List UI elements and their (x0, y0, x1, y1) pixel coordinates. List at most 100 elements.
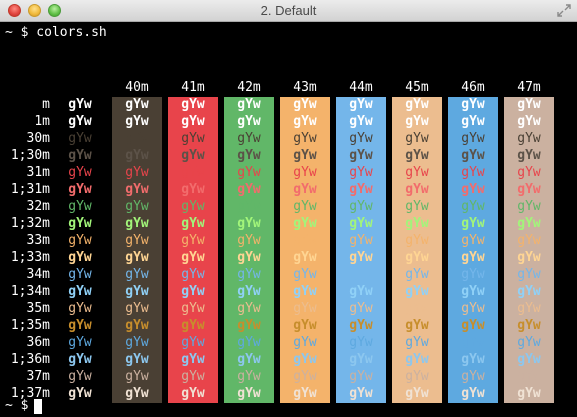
color-cell: gYw (125, 369, 149, 384)
row-sample: gYw (68, 335, 92, 350)
color-cell: gYw (349, 386, 373, 401)
color-cell: gYw (181, 386, 205, 401)
color-cell: gYw (293, 352, 317, 367)
color-cell: gYw (181, 233, 205, 248)
row-label: 31m (26, 165, 50, 180)
color-cell: gYw (349, 233, 373, 248)
color-cell: gYw (181, 114, 205, 129)
color-cell: gYw (293, 318, 317, 333)
color-cell: gYw (349, 267, 373, 282)
column-header: 40m (125, 80, 149, 95)
color-cell: gYw (405, 216, 429, 231)
color-cell: gYw (517, 131, 541, 146)
row-sample: gYw (68, 182, 92, 197)
color-cell: gYw (405, 233, 429, 248)
color-cell: gYw (181, 131, 205, 146)
color-cell: gYw (237, 318, 261, 333)
color-cell: gYw (349, 250, 373, 265)
color-cell: gYw (405, 301, 429, 316)
color-cell: gYw (293, 250, 317, 265)
color-cell: gYw (517, 369, 541, 384)
row-label: 1;36m (10, 352, 50, 367)
row-label: 1;35m (10, 318, 50, 333)
color-cell: gYw (293, 267, 317, 282)
row-label: 30m (26, 131, 50, 146)
color-cell: gYw (461, 267, 485, 282)
color-cell: gYw (461, 369, 485, 384)
color-cell: gYw (349, 131, 373, 146)
color-cell: gYw (125, 250, 149, 265)
bg-column-46m (448, 97, 498, 403)
color-cell: gYw (125, 114, 149, 129)
row-sample: gYw (68, 114, 92, 129)
bg-column-40m (112, 97, 162, 403)
color-cell: gYw (125, 97, 149, 112)
color-cell: gYw (517, 182, 541, 197)
color-cell: gYw (517, 318, 541, 333)
color-cell: gYw (237, 267, 261, 282)
color-cell: gYw (293, 148, 317, 163)
color-cell: gYw (349, 352, 373, 367)
color-cell: gYw (405, 250, 429, 265)
row-label: 37m (26, 369, 50, 384)
color-cell: gYw (237, 199, 261, 214)
window-title: 2. Default (260, 3, 317, 18)
color-cell: gYw (237, 165, 261, 180)
color-cell: gYw (517, 267, 541, 282)
color-cell: gYw (125, 233, 149, 248)
row-sample: gYw (68, 233, 92, 248)
column-header: 44m (349, 80, 373, 95)
color-cell: gYw (125, 165, 149, 180)
column-header: 45m (405, 80, 429, 95)
bg-column-42m (224, 97, 274, 403)
color-cell: gYw (237, 97, 261, 112)
color-cell: gYw (237, 233, 261, 248)
color-cell: gYw (181, 97, 205, 112)
color-cell: gYw (461, 131, 485, 146)
color-cell: gYw (237, 250, 261, 265)
color-cell: gYw (405, 182, 429, 197)
row-sample: gYw (68, 301, 92, 316)
color-cell: gYw (517, 250, 541, 265)
color-cell: gYw (517, 301, 541, 316)
color-cell: gYw (405, 335, 429, 350)
color-cell: gYw (405, 114, 429, 129)
column-header: 42m (237, 80, 261, 95)
row-sample: gYw (68, 352, 92, 367)
color-cell: gYw (293, 114, 317, 129)
fullscreen-icon[interactable] (557, 4, 571, 17)
color-cell: gYw (517, 284, 541, 299)
column-header: 43m (293, 80, 317, 95)
color-cell: gYw (181, 267, 205, 282)
color-cell: gYw (181, 284, 205, 299)
color-cell: gYw (237, 131, 261, 146)
color-cell: gYw (405, 199, 429, 214)
color-cell: gYw (237, 148, 261, 163)
color-cell: gYw (237, 114, 261, 129)
color-cell: gYw (461, 165, 485, 180)
minimize-button[interactable] (28, 4, 41, 17)
color-cell: gYw (461, 318, 485, 333)
color-cell: gYw (293, 233, 317, 248)
column-header: 47m (517, 80, 541, 95)
text-cursor (34, 399, 42, 414)
color-cell: gYw (349, 335, 373, 350)
color-cell: gYw (349, 165, 373, 180)
close-button[interactable] (8, 4, 21, 17)
zoom-button[interactable] (48, 4, 61, 17)
color-cell: gYw (461, 148, 485, 163)
title-bar: 2. Default (0, 0, 577, 22)
color-cell: gYw (181, 250, 205, 265)
color-cell: gYw (293, 182, 317, 197)
color-cell: gYw (517, 114, 541, 129)
color-cell: gYw (349, 199, 373, 214)
color-cell: gYw (517, 335, 541, 350)
color-cell: gYw (181, 216, 205, 231)
row-sample: gYw (68, 199, 92, 214)
terminal-output[interactable]: ~ $ colors.sh 40m 41m 42m 43m 44m 45m 46m 47m m g… (0, 22, 577, 417)
bg-column-41m (168, 97, 218, 403)
column-header: 46m (461, 80, 485, 95)
color-cell: gYw (461, 216, 485, 231)
color-cell: gYw (181, 335, 205, 350)
bg-column-44m (336, 97, 386, 403)
